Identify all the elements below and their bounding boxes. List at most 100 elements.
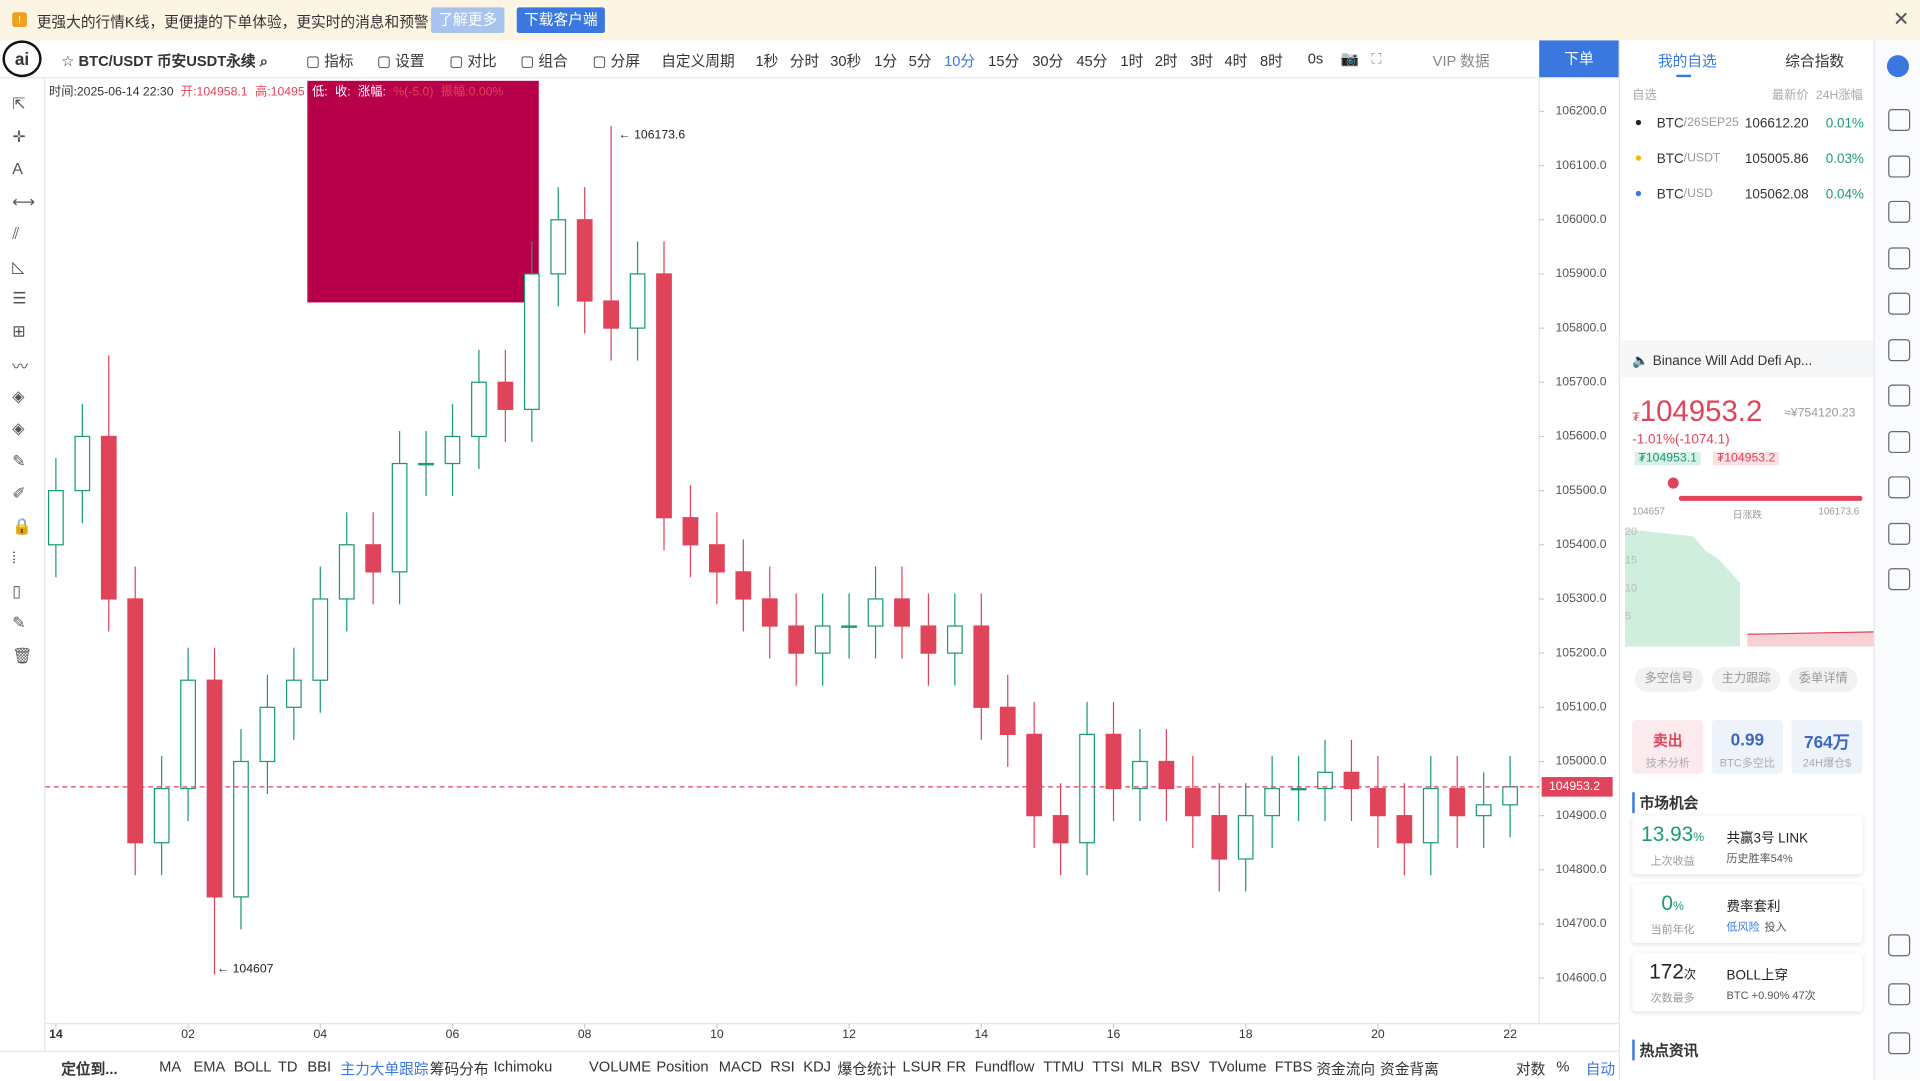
- signal-button[interactable]: 多空信号: [1634, 667, 1704, 692]
- draw-tool[interactable]: ◈: [12, 418, 25, 438]
- sub-indicator[interactable]: Position: [656, 1057, 709, 1076]
- period[interactable]: 30秒: [830, 52, 862, 70]
- period[interactable]: 分时: [789, 52, 820, 70]
- draw-tool[interactable]: 〰: [12, 357, 29, 376]
- signal-button[interactable]: 委单详情: [1788, 667, 1858, 692]
- sub-indicator[interactable]: VOLUME: [588, 1057, 652, 1076]
- download-button[interactable]: 下载客户端: [516, 7, 605, 34]
- draw-tool[interactable]: ◈: [12, 386, 25, 405]
- draw-tool[interactable]: ⦙: [12, 548, 16, 567]
- tab-watchlist[interactable]: 我的自选: [1657, 52, 1717, 70]
- side-icon[interactable]: [1888, 338, 1911, 361]
- sub-indicator[interactable]: 资金背离: [1380, 1060, 1439, 1078]
- icon-buttons[interactable]: 📷 ⛶: [1340, 50, 1382, 68]
- side-icon[interactable]: [1888, 430, 1911, 453]
- tool[interactable]: ▢ 指标: [306, 50, 353, 71]
- side-icon[interactable]: [1888, 522, 1911, 545]
- tool[interactable]: ▢ 组合: [520, 50, 567, 71]
- sub-indicator[interactable]: 资金流向: [1316, 1060, 1376, 1078]
- main-indicator[interactable]: 筹码分布: [429, 1060, 489, 1078]
- period[interactable]: 4时: [1224, 52, 1248, 70]
- coin-name[interactable]: BTC: [1656, 187, 1684, 203]
- main-indicator[interactable]: MA: [159, 1057, 182, 1076]
- main-indicator[interactable]: BOLL: [233, 1057, 272, 1076]
- signal-button[interactable]: 主力跟踪: [1711, 667, 1781, 692]
- icon-refresh[interactable]: [1886, 55, 1909, 78]
- close-banner[interactable]: ✕: [1893, 9, 1910, 31]
- tool[interactable]: ▢ 设置: [377, 50, 424, 71]
- draw-tool[interactable]: A: [12, 159, 23, 178]
- tab-index[interactable]: 综合指数: [1785, 52, 1845, 70]
- tool[interactable]: ▢ 分屏: [593, 50, 640, 71]
- opportunity-card[interactable]: 0% 当前年化 费率套利 低风险 投入: [1632, 884, 1863, 943]
- side-icon[interactable]: [1888, 568, 1911, 591]
- sub-indicator[interactable]: KDJ: [803, 1057, 832, 1076]
- draw-tool[interactable]: ⟷: [12, 191, 36, 211]
- period[interactable]: 8时: [1260, 52, 1283, 70]
- period[interactable]: 1时: [1120, 52, 1144, 70]
- draw-tool[interactable]: ✎: [12, 451, 26, 470]
- draw-tool[interactable]: ☰: [12, 288, 27, 308]
- symbol[interactable]: ☆ BTC/USDT 币安USDT永续 ⌕: [61, 52, 268, 70]
- sub-indicator[interactable]: LSUR: [902, 1057, 942, 1076]
- auto-toggle[interactable]: 自动: [1585, 1060, 1616, 1078]
- side-icon[interactable]: [1888, 934, 1911, 957]
- sub-indicator[interactable]: MACD: [718, 1057, 763, 1076]
- side-icon[interactable]: [1888, 108, 1911, 132]
- sub-indicator[interactable]: Fundflow: [974, 1057, 1035, 1076]
- period[interactable]: 2时: [1154, 52, 1178, 70]
- stat-box[interactable]: 卖出 技术分析: [1632, 720, 1704, 774]
- log-toggle[interactable]: 对数: [1515, 1060, 1546, 1078]
- side-icon[interactable]: [1888, 384, 1911, 407]
- draw-tool[interactable]: ⫽: [12, 224, 20, 243]
- sub-indicator[interactable]: TVolume: [1208, 1057, 1267, 1076]
- tool[interactable]: ▢ 对比: [449, 50, 496, 71]
- opportunity-card[interactable]: 172次 次数最多 BOLL上穿 BTC +0.90% 47次: [1632, 952, 1863, 1012]
- stat-box[interactable]: 0.99 BTC多空比: [1711, 720, 1783, 774]
- news[interactable]: 🔈 Binance Will Add Defi Ap...: [1632, 353, 1813, 369]
- main-indicator[interactable]: BBI: [307, 1057, 332, 1076]
- draw-tool[interactable]: ⇱: [12, 94, 26, 113]
- draw-tool[interactable]: 🔒: [12, 516, 33, 535]
- sub-indicator[interactable]: TTSI: [1092, 1057, 1125, 1076]
- period[interactable]: 3时: [1190, 52, 1214, 70]
- period[interactable]: 1秒: [755, 52, 779, 70]
- draw-tool[interactable]: ✎: [12, 613, 26, 632]
- coin-name[interactable]: BTC: [1656, 151, 1684, 167]
- sub-indicator[interactable]: TTMU: [1043, 1057, 1085, 1076]
- side-icon[interactable]: [1888, 200, 1911, 223]
- opportunity-card[interactable]: 13.93% 上次收益 共赢3号 LINK 历史胜率54%: [1632, 815, 1863, 875]
- period[interactable]: 15分: [988, 52, 1020, 70]
- main-indicator[interactable]: TD: [277, 1057, 298, 1076]
- period[interactable]: 1分: [874, 52, 898, 70]
- coin-name[interactable]: BTC: [1656, 116, 1684, 132]
- sub-indicator[interactable]: BSV: [1170, 1057, 1201, 1076]
- draw-tool[interactable]: ✛: [12, 126, 26, 146]
- side-icon[interactable]: [1888, 1032, 1911, 1055]
- stat-box[interactable]: 764万 24H爆仓$: [1791, 720, 1863, 774]
- side-icon[interactable]: [1888, 246, 1911, 269]
- period[interactable]: 45分: [1076, 52, 1108, 70]
- side-icon[interactable]: [1888, 292, 1911, 315]
- main-indicator[interactable]: 主力大单跟踪: [340, 1060, 429, 1078]
- period[interactable]: 10分: [944, 52, 976, 70]
- side-icon[interactable]: [1888, 983, 1911, 1006]
- sub-indicator[interactable]: FR: [946, 1057, 967, 1076]
- sub-indicator[interactable]: 爆仓统计: [837, 1060, 897, 1078]
- custom-period[interactable]: 自定义周期: [661, 52, 735, 70]
- draw-tool[interactable]: ◺: [12, 256, 25, 275]
- sub-indicator[interactable]: MLR: [1131, 1057, 1163, 1076]
- sub-indicator[interactable]: FTBS: [1274, 1057, 1313, 1076]
- draw-tool[interactable]: ⊞: [12, 321, 26, 340]
- locate[interactable]: 定位到...: [61, 1060, 118, 1078]
- percent-toggle[interactable]: %: [1556, 1057, 1570, 1076]
- vip-data[interactable]: VIP 数据: [1432, 52, 1490, 70]
- learn-more-button[interactable]: 了解更多: [431, 7, 505, 34]
- draw-tool[interactable]: ✐: [12, 483, 26, 503]
- period[interactable]: 5分: [908, 52, 932, 70]
- main-indicator[interactable]: EMA: [193, 1057, 226, 1076]
- main-indicator[interactable]: Ichimoku: [493, 1057, 553, 1076]
- sub-indicator[interactable]: RSI: [770, 1057, 795, 1076]
- side-icon[interactable]: [1888, 476, 1911, 499]
- period[interactable]: 30分: [1032, 52, 1064, 70]
